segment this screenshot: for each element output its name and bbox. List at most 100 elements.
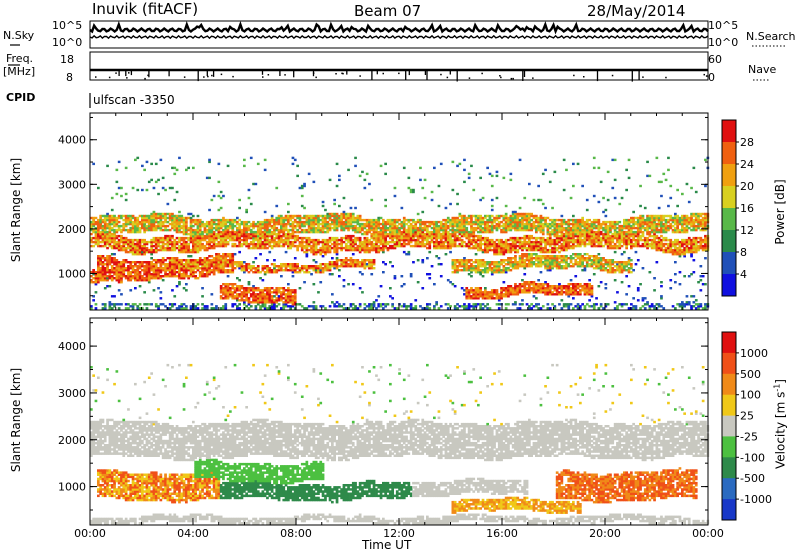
power-cell: [256, 230, 260, 234]
power-cell: [398, 230, 401, 234]
power-cell: [372, 267, 376, 270]
power-cell: [419, 224, 422, 228]
power-cell: [546, 255, 550, 258]
power-cell: [154, 277, 158, 280]
power-cell: [254, 271, 258, 274]
power-cell: [198, 226, 202, 230]
power-cell: [361, 259, 364, 262]
power-cell: [379, 246, 383, 250]
power-cell: [354, 246, 357, 250]
power-cell: [219, 291, 223, 294]
power-cell: [245, 291, 248, 294]
power-cell: [472, 244, 476, 248]
power-cell: [391, 234, 394, 238]
power-cell: [161, 238, 165, 242]
power-cell: [539, 218, 543, 222]
power-cell: [277, 269, 281, 272]
power-cell: [558, 218, 561, 222]
power-cell: [421, 236, 425, 240]
power-cell: [92, 228, 95, 232]
power-cell: [393, 246, 397, 250]
power-cell: [389, 236, 392, 240]
power-cell: [150, 238, 153, 242]
power-cell: [168, 303, 172, 306]
power-cell: [523, 246, 527, 250]
power-cell: [171, 220, 174, 224]
power-cell: [537, 283, 540, 286]
power-cell: [504, 295, 508, 298]
power-cell: [433, 224, 436, 228]
power-cell: [141, 269, 144, 272]
power-cell: [238, 244, 241, 248]
power-cell: [224, 234, 228, 238]
power-cell: [215, 261, 218, 264]
power-cell: [157, 273, 160, 276]
power-cell: [240, 261, 244, 264]
power-cell: [134, 222, 137, 226]
power-cell: [303, 220, 306, 224]
power-cell: [324, 269, 327, 272]
power-cell: [372, 263, 376, 266]
power-cell: [472, 188, 476, 192]
power-cell: [201, 307, 204, 310]
power-cell: [310, 305, 313, 308]
power-cell: [312, 265, 316, 268]
power-cell: [194, 236, 197, 240]
power-cell: [145, 226, 149, 230]
power-cell: [351, 218, 355, 222]
power-cell: [407, 238, 411, 242]
power-cell: [263, 226, 267, 230]
power-cell: [243, 265, 246, 268]
power-cell: [405, 253, 408, 256]
power-cell: [143, 168, 146, 172]
power-cell: [349, 226, 353, 230]
power-cell: [120, 194, 123, 198]
power-cell: [521, 224, 524, 228]
power-cell: [541, 224, 545, 228]
power-cell: [254, 236, 258, 240]
power-cell: [249, 305, 253, 308]
power-cell: [479, 216, 482, 220]
power-cell: [300, 216, 304, 220]
power-cell: [490, 228, 494, 232]
power-cell: [389, 244, 392, 248]
power-cell: [500, 238, 503, 242]
power-cell: [219, 206, 223, 210]
power-cell: [428, 230, 432, 234]
power-cell: [474, 222, 478, 226]
power-cell: [558, 257, 561, 260]
power-cell: [442, 242, 445, 246]
power-cell: [331, 265, 334, 268]
power-cell: [171, 166, 174, 170]
power-cell: [178, 273, 181, 276]
power-cell: [187, 244, 190, 248]
power-cell: [497, 299, 501, 302]
power-cell: [245, 208, 248, 212]
power-cell: [544, 261, 547, 264]
power-cell: [113, 216, 116, 220]
power-cell: [340, 244, 343, 248]
power-cell: [314, 240, 318, 244]
power-cell: [90, 279, 93, 282]
power-cell: [261, 293, 265, 296]
power-cell: [384, 244, 387, 248]
power-cell: [138, 242, 142, 246]
power-cell: [428, 222, 432, 226]
power-cell: [266, 224, 269, 228]
power-cell: [99, 267, 102, 270]
power-cell: [224, 240, 228, 244]
power-cell: [194, 246, 197, 250]
power-cell: [500, 246, 503, 250]
power-cell: [236, 216, 239, 220]
power-cell: [553, 220, 557, 224]
power-cell: [277, 303, 281, 306]
power-cell: [150, 228, 153, 232]
power-cell: [509, 236, 513, 240]
power-cell: [141, 224, 144, 228]
power-cell: [252, 234, 255, 238]
power-cell: [460, 228, 464, 232]
power-cell: [196, 230, 200, 234]
power-cell: [245, 297, 248, 300]
power-cell: [433, 230, 436, 234]
